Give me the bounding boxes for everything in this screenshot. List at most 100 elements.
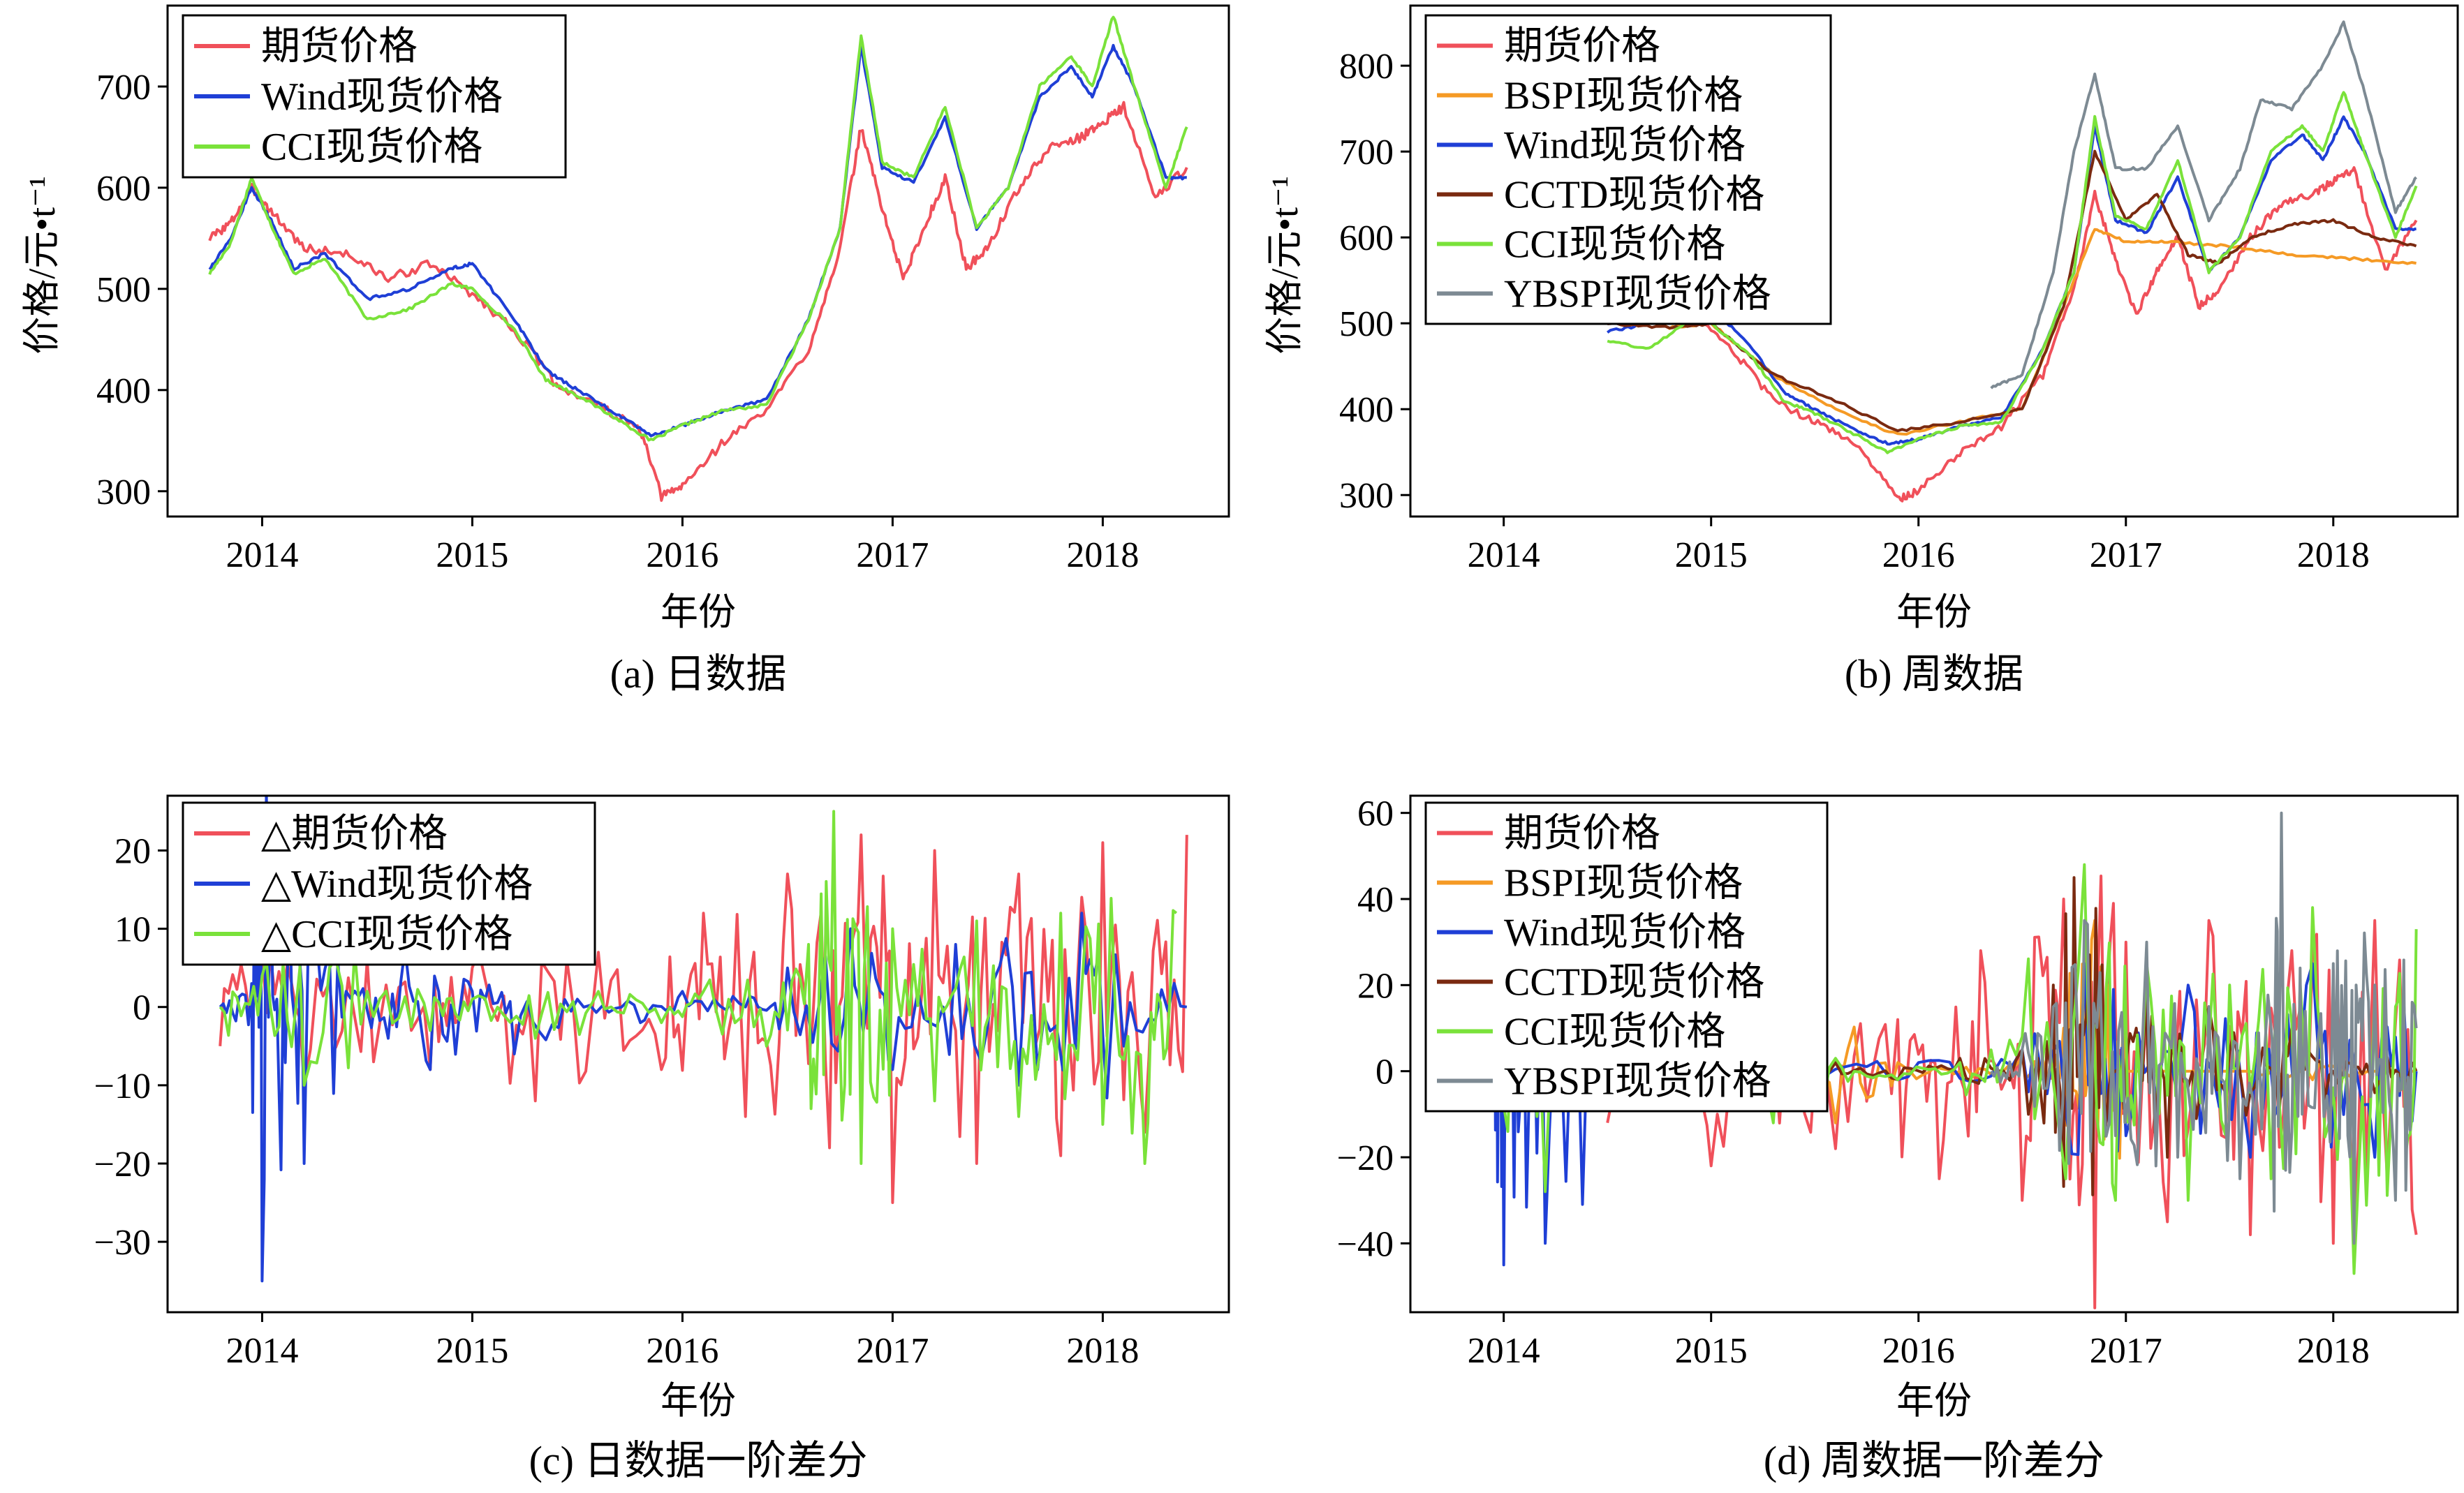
panel-b-ytick-label-2: 500 — [1339, 304, 1394, 344]
panel-b-xtick-label-0: 2014 — [1468, 535, 1540, 575]
panel-c-series-1 — [219, 796, 1188, 1283]
panel-c-series-2 — [219, 810, 1178, 1165]
panel-a-ytick-label-1: 400 — [96, 371, 151, 411]
panel-b-ytick-label-1: 400 — [1339, 390, 1394, 430]
panel-c-legend-box — [182, 801, 596, 966]
panel-d-ticks: 2014 2015 2016 2017 2018 −40 −20 0 20 40 60 — [1337, 794, 2370, 1371]
panel-b-ylabel: 价格/元•t⁻¹ — [1264, 176, 1306, 355]
panel-d-legend-label-2: Wind现货价格 — [1504, 912, 1746, 955]
panel-d-series-5 — [1989, 811, 2418, 1245]
panel-b-legend-label-0: 期货价格 — [1504, 25, 1660, 68]
panel-b-xtick-label-3: 2017 — [2090, 535, 2162, 575]
panel-c-xtick-label-3: 2017 — [856, 1331, 929, 1371]
panel-d-xtick-label-2: 2016 — [1882, 1331, 1955, 1371]
panel-a-xtick-label-0: 2014 — [226, 535, 298, 575]
panel-c-caption: (c) 日数据一阶差分 — [529, 1438, 868, 1483]
panel-d-legend-label-4: CCI现货价格 — [1504, 1011, 1725, 1054]
panel-a-xtick-label-3: 2017 — [856, 535, 929, 575]
panel-c-series — [219, 796, 1188, 1283]
panel-d-ytick-label-5: 60 — [1357, 794, 1394, 834]
panel-c-xtick-label-0: 2014 — [226, 1331, 298, 1371]
panel-b-series-5 — [1990, 20, 2417, 389]
panel-d-legend-label-3: CCTD现货价格 — [1504, 961, 1764, 1004]
panel-a-frame — [166, 4, 1230, 518]
panel-c-legend-label-1: △Wind现货价格 — [261, 863, 533, 906]
panel-a-ytick-label-2: 500 — [96, 270, 151, 310]
panel-a-legend: 期货价格 Wind现货价格 CCI现货价格 — [182, 14, 567, 179]
panel-c-ytick-label-0: −30 — [94, 1223, 151, 1263]
panel-d-xtick-label-3: 2017 — [2090, 1331, 2162, 1371]
panel-b-legend-label-1: BSPI现货价格 — [1504, 75, 1743, 118]
panel-b-series — [1607, 20, 2418, 503]
panel-b-series-4 — [1607, 91, 2418, 454]
panel-a-series-0 — [208, 101, 1188, 502]
panel-b-xlabel: 年份 — [1896, 591, 1972, 633]
panel-b-ytick-label-4: 700 — [1339, 133, 1394, 172]
panel-b-legend-label-4: CCI现货价格 — [1504, 223, 1725, 267]
panel-d-legend-label-1: BSPI现货价格 — [1504, 862, 1743, 905]
panel-d-ytick-label-4: 40 — [1357, 880, 1394, 920]
panel-c-xtick-label-4: 2018 — [1066, 1331, 1139, 1371]
panel-a-ytick-label-0: 300 — [96, 473, 151, 512]
panel-b-xtick-label-2: 2016 — [1882, 535, 1955, 575]
panel-d: 2014 2015 2016 2017 2018 −40 −20 0 20 40 60 年份 (d)… — [1337, 794, 2459, 1483]
panel-c-ticks: 2014 2015 2016 2017 2018 −30 −20 −10 0 10 20 — [94, 831, 1139, 1371]
panel-d-caption: (d) 周数据一阶差分 — [1764, 1438, 2104, 1483]
panel-b-ytick-label-5: 800 — [1339, 47, 1394, 87]
panel-b-xtick-label-4: 2018 — [2297, 535, 2370, 575]
panel-d-xtick-label-4: 2018 — [2297, 1331, 2370, 1371]
panel-c-ytick-label-3: 0 — [133, 988, 151, 1028]
panel-a-xtick-label-1: 2015 — [436, 535, 508, 575]
panel-a-xtick-label-2: 2016 — [646, 535, 718, 575]
panel-b-series-3 — [1607, 149, 2417, 433]
panel-b-ytick-label-0: 300 — [1339, 476, 1394, 516]
panel-d-legend-label-0: 期货价格 — [1504, 812, 1660, 856]
panel-c-ytick-label-5: 20 — [115, 831, 151, 871]
panel-d-legend-box — [1424, 801, 1829, 1113]
panel-b: 2014 2015 2016 2017 2018 300 400 500 600 700 800 年… — [1264, 4, 2459, 697]
panel-b-ytick-label-3: 600 — [1339, 218, 1394, 258]
panel-b-ticks: 2014 2015 2016 2017 2018 300 400 500 600 700 800 — [1339, 47, 2370, 575]
panel-d-ytick-label-3: 20 — [1357, 966, 1394, 1006]
panel-d-legend-label-5: YBSPI现货价格 — [1504, 1060, 1771, 1104]
panel-a-ylabel: 价格/元•t⁻¹ — [21, 176, 63, 355]
panel-a-ytick-label-3: 600 — [96, 169, 151, 209]
panel-c-xlabel: 年份 — [661, 1380, 736, 1422]
panel-d-frame — [1409, 794, 2459, 1314]
panel-c-xtick-label-1: 2015 — [436, 1331, 508, 1371]
panel-d-xlabel: 年份 — [1896, 1380, 1972, 1422]
panel-b-legend-label-3: CCTD现货价格 — [1504, 174, 1764, 217]
panel-d-ytick-label-0: −40 — [1337, 1224, 1394, 1264]
panel-c-xtick-label-2: 2016 — [646, 1331, 718, 1371]
panel-b-frame — [1409, 4, 2459, 518]
panel-a-xlabel: 年份 — [661, 591, 736, 633]
panel-a-legend-label-1: Wind现货价格 — [261, 75, 503, 119]
panel-b-series-0 — [1607, 166, 2418, 503]
panel-b-xtick-label-1: 2015 — [1675, 535, 1748, 575]
panel-c-frame — [166, 794, 1230, 1314]
panel-c-legend-label-0: △期货价格 — [261, 812, 448, 856]
panel-a-series-2 — [208, 15, 1188, 442]
panel-b-legend-label-5: YBSPI现货价格 — [1504, 273, 1771, 316]
panel-a-legend-label-2: CCI现货价格 — [261, 126, 482, 169]
panel-d-legend: 期货价格 BSPI现货价格 Wind现货价格 CCTD现货价格 CCI现货价格 YBSPI… — [1424, 801, 1829, 1113]
panel-c-ytick-label-4: 10 — [115, 910, 151, 950]
panel-a: 2014 2015 2016 2017 2018 300 400 500 600 700 年份 价… — [21, 4, 1230, 697]
panel-d-xtick-label-0: 2014 — [1468, 1331, 1540, 1371]
panel-c-ytick-label-2: −10 — [94, 1067, 151, 1106]
panel-c-legend: △期货价格 △Wind现货价格 △CCI现货价格 — [182, 801, 596, 966]
panel-c-legend-label-2: △CCI现货价格 — [261, 913, 512, 956]
panel-d-ytick-label-2: 0 — [1375, 1053, 1394, 1092]
panel-a-caption: (a) 日数据 — [610, 651, 787, 697]
panel-a-xtick-label-4: 2018 — [1066, 535, 1139, 575]
panel-d-xtick-label-1: 2015 — [1675, 1331, 1748, 1371]
panel-b-legend-box — [1424, 14, 1832, 325]
panel-c: 2014 2015 2016 2017 2018 −30 −20 −10 0 10 20 年份 (c… — [94, 794, 1230, 1483]
panel-a-legend-label-0: 期货价格 — [261, 25, 418, 68]
panel-a-ticks: 2014 2015 2016 2017 2018 300 400 500 600 700 — [96, 68, 1139, 575]
panel-a-series — [208, 15, 1188, 502]
panel-b-caption: (b) 周数据 — [1845, 651, 2023, 697]
panel-a-ytick-label-4: 700 — [96, 68, 151, 107]
panel-b-legend: 期货价格 BSPI现货价格 Wind现货价格 CCTD现货价格 CCI现货价格 YBSPI… — [1424, 14, 1832, 325]
